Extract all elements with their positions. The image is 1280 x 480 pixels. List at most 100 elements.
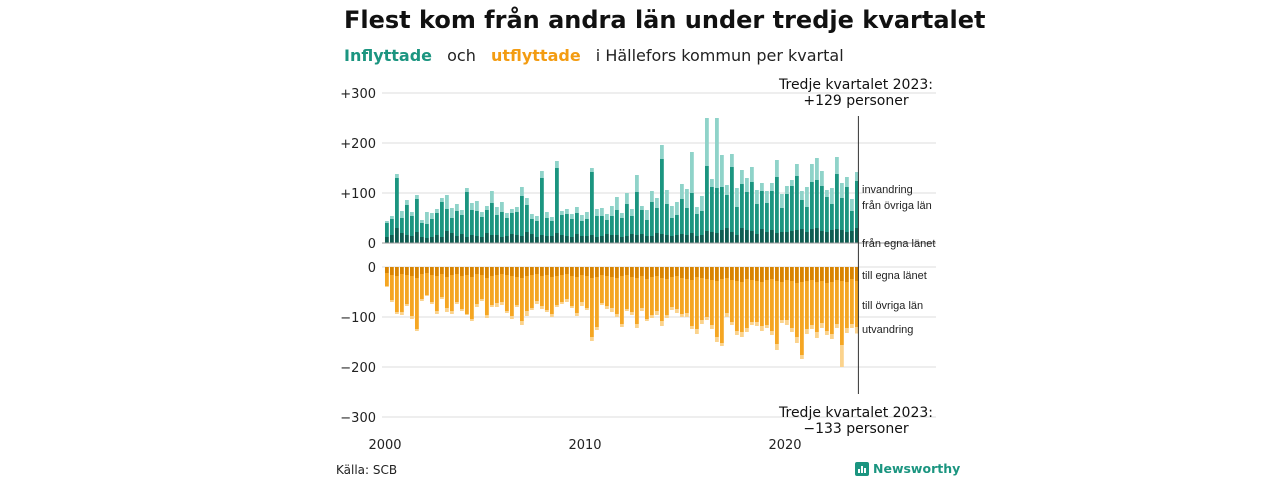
bar-out-till-ovriga-lan <box>505 275 509 311</box>
bar-out-till-egna-lanet <box>455 267 459 274</box>
bar-out-till-ovriga-lan <box>660 278 664 321</box>
bar-in-fran-ovriga-lan <box>555 168 559 233</box>
bar-out-utvandring <box>735 331 739 335</box>
series-label-fran-ovriga-lan: från övriga län <box>862 200 932 212</box>
bar-in-fran-egna-lanet <box>665 235 669 243</box>
bar-in-fran-ovriga-lan <box>670 218 674 236</box>
bar-in-invandring <box>760 183 764 191</box>
bar-in-fran-egna-lanet <box>640 234 644 243</box>
bar-in-fran-ovriga-lan <box>410 216 414 236</box>
bar-in-invandring <box>705 118 709 166</box>
bar-out-till-ovriga-lan <box>435 276 439 311</box>
bar-out-till-ovriga-lan <box>685 279 689 313</box>
bar-in-fran-ovriga-lan <box>460 215 464 234</box>
bar-out-till-ovriga-lan <box>735 281 739 331</box>
bar-out-till-ovriga-lan <box>530 275 534 308</box>
bar-out-utvandring <box>715 337 719 342</box>
bar-in-fran-egna-lanet <box>470 235 474 243</box>
bar-in-fran-egna-lanet <box>725 228 729 243</box>
bar-in-fran-egna-lanet <box>755 234 759 243</box>
bar-in-fran-ovriga-lan <box>560 215 564 235</box>
y-tick-label-top: +200 <box>340 137 376 152</box>
bar-in-invandring <box>435 209 439 213</box>
bar-out-utvandring <box>675 309 679 313</box>
bar-out-utvandring <box>575 313 579 316</box>
bar-in-fran-egna-lanet <box>595 237 599 243</box>
bar-in-fran-egna-lanet <box>690 233 694 243</box>
bar-in-invandring <box>745 178 749 192</box>
bar-in-fran-ovriga-lan <box>580 221 584 236</box>
bar-out-utvandring <box>770 331 774 335</box>
bar-out-till-egna-lanet <box>435 267 439 276</box>
bar-in-invandring <box>500 202 504 212</box>
bar-out-utvandring <box>570 306 574 308</box>
bar-in-fran-egna-lanet <box>495 235 499 243</box>
bar-out-till-ovriga-lan <box>725 278 729 313</box>
bar-out-till-egna-lanet <box>515 267 519 277</box>
bar-in-fran-ovriga-lan <box>850 211 854 231</box>
bar-out-till-egna-lanet <box>555 267 559 276</box>
bar-in-fran-egna-lanet <box>655 233 659 243</box>
bar-in-fran-ovriga-lan <box>495 215 499 235</box>
bar-in-fran-ovriga-lan <box>685 208 689 235</box>
bar-in-invandring <box>385 221 389 223</box>
bar-out-till-egna-lanet <box>590 267 594 278</box>
bar-out-till-egna-lanet <box>415 267 419 278</box>
bar-out-utvandring <box>740 332 744 337</box>
bar-in-fran-ovriga-lan <box>835 174 839 229</box>
bar-out-till-egna-lanet <box>630 267 634 277</box>
bar-out-till-ovriga-lan <box>535 274 539 301</box>
bar-out-till-egna-lanet <box>650 267 654 277</box>
bar-out-till-ovriga-lan <box>835 280 839 324</box>
bar-out-till-ovriga-lan <box>750 280 754 322</box>
series-label-till-ovriga-lan: till övriga län <box>862 300 923 312</box>
bar-out-till-egna-lanet <box>850 267 854 279</box>
bar-out-utvandring <box>730 322 734 325</box>
bar-in-fran-ovriga-lan <box>640 210 644 234</box>
bar-in-invandring <box>405 200 409 205</box>
series-label-utvandring: utvandring <box>862 324 913 336</box>
bar-out-utvandring <box>835 324 839 328</box>
bar-out-utvandring <box>680 314 684 317</box>
bar-out-till-egna-lanet <box>550 267 554 277</box>
bar-in-fran-ovriga-lan <box>620 218 624 237</box>
bar-out-till-ovriga-lan <box>590 278 594 337</box>
bar-out-utvandring <box>590 337 594 341</box>
bar-out-till-ovriga-lan <box>720 279 724 343</box>
bar-in-fran-egna-lanet <box>805 232 809 243</box>
bar-out-till-ovriga-lan <box>665 279 669 315</box>
bar-out-till-ovriga-lan <box>785 280 789 320</box>
bar-out-till-ovriga-lan <box>845 282 849 328</box>
bar-out-till-egna-lanet <box>510 267 514 276</box>
bar-in-fran-ovriga-lan <box>645 220 649 236</box>
bar-in-invandring <box>460 210 464 215</box>
bar-in-fran-ovriga-lan <box>490 203 494 235</box>
bar-out-till-ovriga-lan <box>395 276 399 312</box>
bar-out-till-egna-lanet <box>545 267 549 275</box>
bar-in-invandring <box>680 184 684 199</box>
bar-in-fran-egna-lanet <box>840 230 844 243</box>
bar-in-fran-ovriga-lan <box>545 218 549 236</box>
bar-in-fran-egna-lanet <box>760 229 764 243</box>
y-tick-label-bottom: −300 <box>340 411 376 426</box>
bar-in-fran-ovriga-lan <box>665 204 669 235</box>
bar-out-till-ovriga-lan <box>815 282 819 332</box>
bar-out-till-ovriga-lan <box>520 278 524 321</box>
bar-in-fran-egna-lanet <box>510 234 514 243</box>
bar-out-till-egna-lanet <box>790 267 794 281</box>
y-tick-label-top: 0 <box>368 237 376 252</box>
bar-out-utvandring <box>420 299 424 301</box>
bar-out-till-egna-lanet <box>615 267 619 278</box>
bar-in-invandring <box>715 118 719 188</box>
bar-out-utvandring <box>585 308 589 310</box>
bar-in-invandring <box>855 172 859 181</box>
bar-in-fran-egna-lanet <box>845 232 849 243</box>
bar-out-till-egna-lanet <box>530 267 534 275</box>
bar-in-fran-ovriga-lan <box>465 192 469 237</box>
bar-out-till-ovriga-lan <box>565 274 569 299</box>
bar-out-utvandring <box>645 319 649 321</box>
brand-logo: Newsworthy <box>855 461 960 476</box>
bar-in-fran-egna-lanet <box>785 232 789 243</box>
bar-in-invandring <box>510 209 514 213</box>
bar-in-fran-ovriga-lan <box>550 221 554 236</box>
